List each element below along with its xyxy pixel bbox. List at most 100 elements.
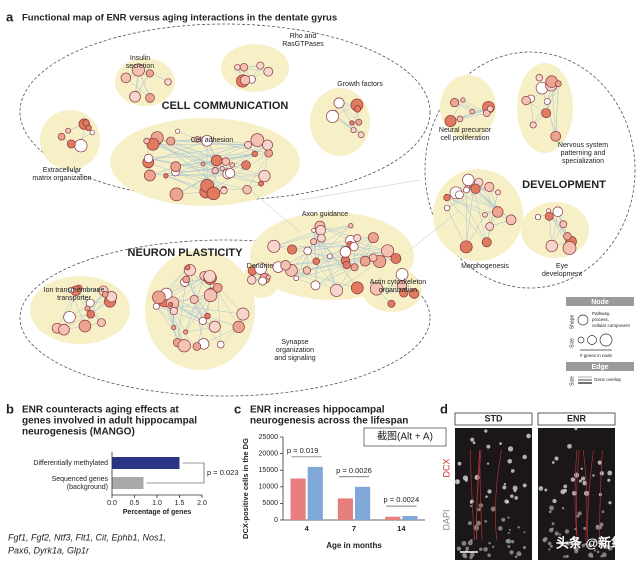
x-tick-label: 14 — [397, 524, 406, 533]
annotation: p = 0.0024 — [383, 495, 419, 504]
y-tick-label: 20000 — [259, 450, 279, 457]
network-node — [443, 204, 451, 212]
y-tick-label: 15000 — [259, 467, 279, 474]
nucleus — [578, 479, 582, 483]
panel-letter: d — [440, 401, 448, 416]
x-tick-label: 0.5 — [130, 500, 140, 507]
y-tick-label: 25000 — [259, 434, 279, 441]
nucleus — [554, 531, 559, 536]
legend-title: Edge — [591, 364, 608, 371]
network-edge — [202, 320, 221, 345]
nucleus — [526, 433, 531, 439]
network-edge — [148, 153, 255, 159]
network-node — [85, 298, 95, 308]
group-outline — [19, 23, 431, 201]
network-node — [310, 238, 318, 246]
nucleus — [463, 554, 468, 559]
nucleus — [487, 553, 491, 558]
network-node — [146, 137, 160, 151]
nucleus — [461, 540, 467, 546]
nucleus — [548, 528, 554, 533]
network-edge — [148, 158, 262, 184]
network-edge — [146, 140, 223, 169]
network-edge — [202, 144, 249, 165]
network-node — [58, 323, 70, 336]
chart-title: neurogenesis (MANGO) — [22, 427, 135, 438]
network-edge — [555, 83, 559, 137]
nucleus — [501, 517, 506, 522]
network-node — [263, 66, 274, 77]
network-edge — [285, 257, 374, 266]
network-node — [145, 69, 154, 78]
network-node — [219, 166, 225, 171]
network-node — [152, 302, 160, 310]
network-node — [145, 93, 155, 103]
network-node — [310, 280, 321, 291]
nucleus — [486, 444, 491, 449]
cluster-label: secretion — [126, 63, 155, 70]
group-outline — [424, 51, 636, 289]
network-node — [350, 263, 359, 272]
network-node — [168, 302, 174, 308]
nucleus — [551, 461, 555, 464]
network-node — [143, 153, 154, 164]
network-node — [562, 241, 577, 255]
network-node — [462, 173, 475, 187]
legend-symbol — [577, 336, 585, 344]
network-node — [78, 319, 92, 333]
panel-letter: c — [234, 401, 241, 416]
nucleus — [580, 467, 583, 470]
network-edge — [273, 225, 351, 247]
network-edge — [545, 83, 559, 114]
nucleus — [599, 471, 604, 476]
network-node — [350, 281, 364, 295]
y-tick-label: Differentially methylated — [33, 460, 108, 467]
network-edge — [478, 182, 498, 213]
network-edge — [409, 209, 461, 251]
network-node — [469, 108, 475, 115]
nucleus — [599, 522, 604, 527]
nucleus — [504, 499, 509, 504]
cluster-label: Nervous system — [558, 142, 608, 149]
network-edge — [206, 140, 269, 154]
nucleus — [565, 554, 569, 559]
chart-title: neurogenesis across the lifespan — [250, 416, 408, 427]
network-edge — [346, 237, 374, 266]
network-node — [198, 316, 207, 325]
network-node — [444, 115, 457, 127]
network-node — [212, 283, 223, 293]
legend-symbol — [577, 314, 589, 326]
nucleus — [507, 458, 513, 464]
network-node — [166, 136, 176, 146]
legend-text: # genes in node — [580, 353, 613, 358]
network-node — [535, 74, 543, 82]
network-node — [484, 181, 495, 192]
network-edge — [299, 179, 421, 201]
nucleus — [595, 525, 601, 530]
network-node — [204, 312, 211, 320]
network-node — [241, 160, 251, 170]
network-node — [287, 244, 298, 255]
network-node — [267, 239, 281, 253]
nucleus — [503, 482, 507, 486]
network-node — [182, 275, 190, 284]
network-edge — [313, 230, 337, 291]
network-node — [74, 139, 88, 153]
network-node — [545, 239, 558, 253]
network-node — [101, 291, 109, 298]
network-node — [399, 288, 409, 298]
network-node — [97, 318, 106, 327]
network-node — [66, 139, 76, 149]
network-edge — [307, 250, 337, 291]
network-edge — [249, 189, 301, 233]
neuron-process — [476, 449, 481, 541]
network-node — [342, 260, 351, 270]
network-node — [82, 119, 90, 127]
network-node — [247, 275, 257, 285]
nucleus — [595, 540, 598, 543]
nucleus — [510, 494, 514, 498]
neuron-process — [574, 449, 578, 541]
y-tick-label: 10000 — [259, 484, 279, 491]
network-node — [170, 161, 182, 173]
network-edge — [125, 77, 151, 99]
